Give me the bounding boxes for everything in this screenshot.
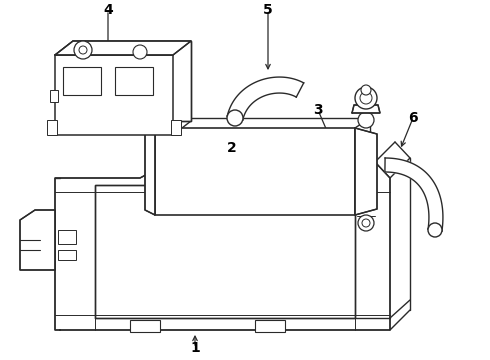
Bar	[58, 250, 76, 260]
Bar	[47, 120, 57, 135]
Polygon shape	[55, 41, 191, 55]
Polygon shape	[352, 105, 380, 113]
Text: 2: 2	[227, 141, 237, 155]
Text: 5: 5	[263, 3, 273, 17]
Text: 6: 6	[408, 111, 418, 125]
Bar	[115, 67, 153, 95]
Circle shape	[358, 215, 374, 231]
Circle shape	[355, 87, 377, 109]
Polygon shape	[95, 185, 355, 318]
Polygon shape	[385, 158, 443, 231]
Text: 1: 1	[190, 341, 200, 355]
Bar	[255, 320, 285, 332]
Polygon shape	[145, 128, 155, 215]
Bar	[55, 55, 173, 135]
Circle shape	[362, 219, 370, 227]
Circle shape	[358, 112, 374, 128]
Circle shape	[227, 110, 243, 126]
Circle shape	[74, 41, 92, 59]
Polygon shape	[227, 77, 304, 120]
Text: 3: 3	[313, 103, 323, 117]
Circle shape	[79, 46, 87, 54]
Bar	[171, 120, 181, 135]
Polygon shape	[55, 162, 390, 330]
Circle shape	[428, 223, 442, 237]
Polygon shape	[355, 128, 377, 215]
Bar	[155, 128, 355, 215]
Circle shape	[360, 92, 372, 104]
Bar	[63, 67, 101, 95]
Text: 4: 4	[103, 3, 113, 17]
Bar	[58, 230, 76, 244]
Polygon shape	[20, 210, 55, 270]
Bar	[130, 320, 160, 332]
Bar	[50, 90, 58, 102]
Polygon shape	[73, 41, 191, 121]
Circle shape	[361, 85, 371, 95]
Circle shape	[133, 45, 147, 59]
